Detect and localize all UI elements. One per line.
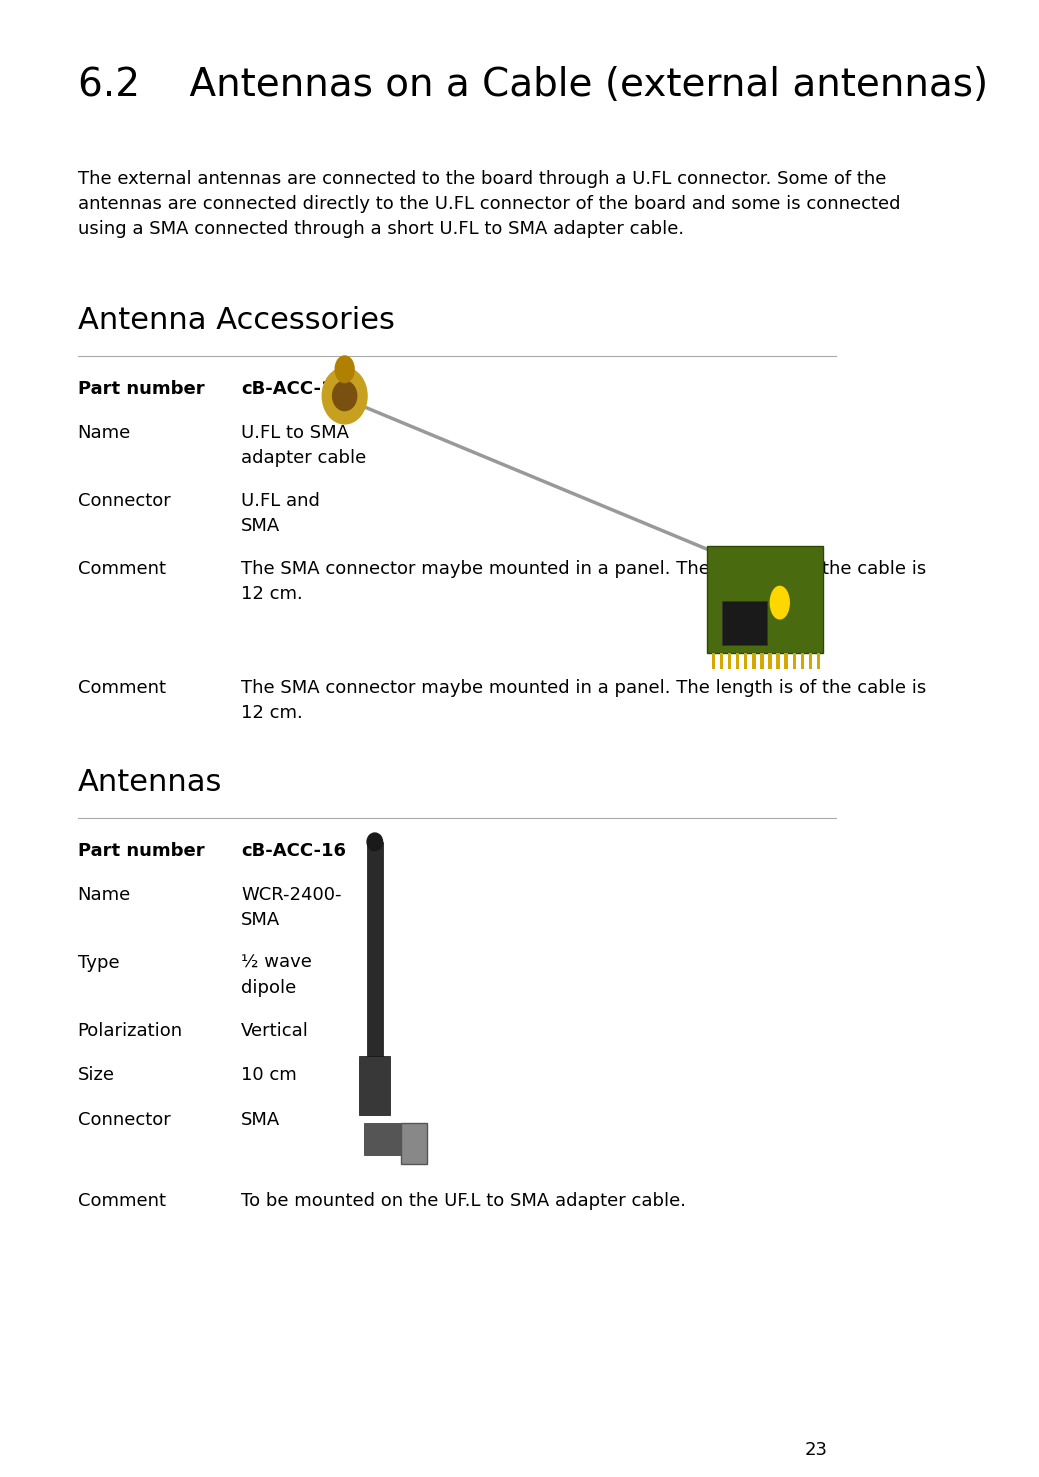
Bar	[801, 653, 804, 669]
Text: 6.2    Antennas on a Cable (external antennas): 6.2 Antennas on a Cable (external antenn…	[78, 66, 988, 105]
Text: Part number: Part number	[78, 842, 205, 860]
Text: Vertical: Vertical	[241, 1022, 310, 1040]
Ellipse shape	[336, 356, 354, 383]
Text: Comment: Comment	[78, 679, 165, 697]
Text: Part number: Part number	[78, 380, 205, 397]
Text: To be mounted on the UF.L to SMA adapter cable.: To be mounted on the UF.L to SMA adapter…	[241, 1192, 686, 1210]
Bar	[776, 653, 780, 669]
Text: U.FL and
SMA: U.FL and SMA	[241, 492, 320, 535]
Bar	[712, 653, 715, 669]
Bar	[744, 653, 747, 669]
Bar	[367, 842, 382, 1063]
Ellipse shape	[322, 368, 367, 424]
Text: Antenna Accessories: Antenna Accessories	[78, 306, 395, 335]
Text: Polarization: Polarization	[78, 1022, 183, 1040]
Bar	[817, 653, 820, 669]
Text: Connector: Connector	[78, 492, 170, 510]
Bar	[728, 653, 731, 669]
Text: ½ wave
dipole: ½ wave dipole	[241, 954, 312, 997]
Bar	[365, 1123, 407, 1155]
Text: Name: Name	[78, 886, 131, 904]
Bar	[808, 653, 812, 669]
Text: Type: Type	[78, 954, 119, 972]
Text: 23: 23	[804, 1442, 827, 1459]
Ellipse shape	[332, 381, 356, 411]
Bar	[784, 653, 788, 669]
Bar	[768, 653, 772, 669]
Text: The SMA connector maybe mounted in a panel. The length is of the cable is
12 cm.: The SMA connector maybe mounted in a pan…	[241, 560, 927, 603]
Bar	[359, 1056, 391, 1115]
Bar	[722, 601, 767, 645]
Bar	[736, 653, 740, 669]
Text: U.FL to SMA
adapter cable: U.FL to SMA adapter cable	[241, 424, 367, 467]
Bar	[793, 653, 796, 669]
Text: SMA: SMA	[241, 1111, 281, 1128]
Bar	[720, 653, 723, 669]
Ellipse shape	[367, 833, 382, 851]
Text: 10 cm: 10 cm	[241, 1066, 297, 1084]
Text: cB-ACC-16: cB-ACC-16	[241, 842, 346, 860]
Text: Connector: Connector	[78, 1111, 170, 1128]
Bar	[401, 1123, 426, 1164]
Text: cB-ACC-18: cB-ACC-18	[241, 380, 346, 397]
Bar	[707, 546, 823, 653]
Text: WCR-2400-
SMA: WCR-2400- SMA	[241, 886, 342, 929]
Text: Comment: Comment	[78, 1192, 165, 1210]
Text: The SMA connector maybe mounted in a panel. The length is of the cable is
12 cm.: The SMA connector maybe mounted in a pan…	[241, 679, 927, 722]
Bar	[752, 653, 755, 669]
Text: Comment: Comment	[78, 560, 165, 578]
Text: The external antennas are connected to the board through a U.FL connector. Some : The external antennas are connected to t…	[78, 170, 900, 238]
Ellipse shape	[770, 586, 790, 619]
Text: Size: Size	[78, 1066, 114, 1084]
Text: Name: Name	[78, 424, 131, 442]
Bar	[761, 653, 764, 669]
Text: Antennas: Antennas	[78, 768, 222, 798]
